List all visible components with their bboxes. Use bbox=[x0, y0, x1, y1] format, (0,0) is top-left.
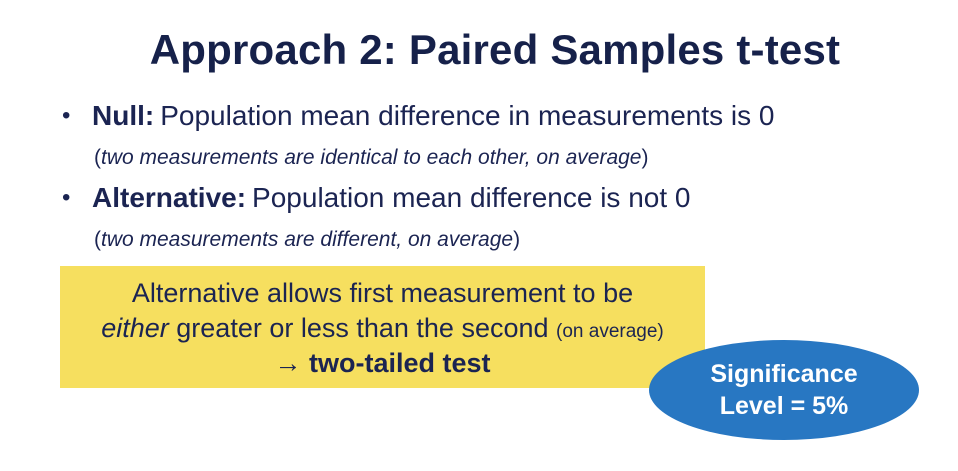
badge-line-2: Level = 5% bbox=[719, 392, 849, 420]
bullet-marker: • bbox=[62, 184, 71, 211]
bullet-text-alternative: Population mean difference is not 0 bbox=[252, 182, 691, 213]
significance-badge: Significance Level = 5% bbox=[649, 340, 919, 440]
bullet-term-alternative: Alternative: bbox=[92, 182, 247, 213]
callout-small-note: (on average) bbox=[556, 321, 664, 342]
bullet-null: • Null: Population mean difference in meas… bbox=[62, 100, 775, 132]
bullet-marker: • bbox=[62, 102, 71, 129]
bullet-text-null: Population mean difference in measuremen… bbox=[160, 100, 775, 131]
slide-title: Approach 2: Paired Samples t-test bbox=[149, 26, 841, 73]
note-alternative: (two measurements are different, on aver… bbox=[94, 228, 521, 251]
bullet-alternative: • Alternative: Population mean difference … bbox=[62, 182, 691, 214]
note-text-alternative: two measurements are different, on avera… bbox=[101, 228, 514, 251]
badge-line-1: Significance bbox=[710, 360, 858, 388]
callout-emphasis: either bbox=[101, 313, 169, 343]
note-null: (two measurements are identical to each … bbox=[94, 146, 649, 169]
callout-line-3: → two-tailed test bbox=[60, 348, 705, 379]
callout-line-1: Alternative allows first measurement to … bbox=[131, 278, 634, 308]
note-text-null: two measurements are identical to each o… bbox=[101, 146, 642, 169]
callout-box: Alternative allows first measurement to … bbox=[60, 266, 705, 388]
callout-conclusion: two-tailed test bbox=[309, 348, 491, 378]
arrow-icon: → bbox=[274, 348, 309, 378]
callout-line-2: either greater or less than the second (… bbox=[101, 313, 664, 343]
bullet-term-null: Null: bbox=[92, 100, 155, 131]
